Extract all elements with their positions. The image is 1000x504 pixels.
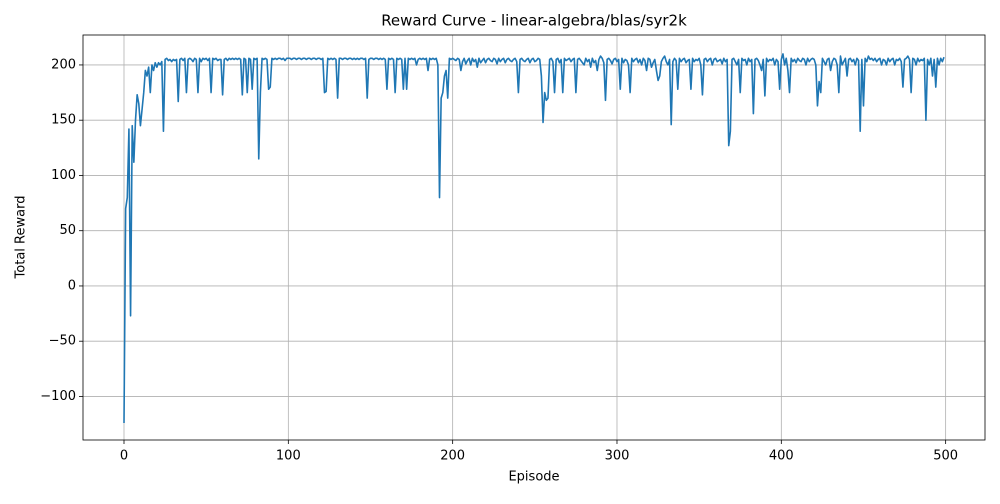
y-tick-label: 150 [51,113,76,128]
y-axis-label: Total Reward [14,196,29,280]
x-tick-label: 200 [440,449,465,464]
y-tick-label: 200 [51,57,76,72]
chart-title: Reward Curve - linear-algebra/blas/syr2k [381,12,687,30]
y-tick-label: 100 [51,168,76,183]
x-axis-label: Episode [508,470,559,485]
x-tick-label: 400 [769,449,794,464]
x-tick-label: 300 [605,449,630,464]
x-tick-label: 100 [276,449,301,464]
y-tick-label: −50 [49,334,76,349]
x-tick-label: 500 [933,449,958,464]
y-tick-label: −100 [40,389,76,404]
data-line [123,53,945,423]
plot-frame [82,34,986,441]
x-tick-label: 0 [120,449,128,464]
y-tick-label: 50 [59,223,76,238]
y-tick-label: 0 [68,278,76,293]
